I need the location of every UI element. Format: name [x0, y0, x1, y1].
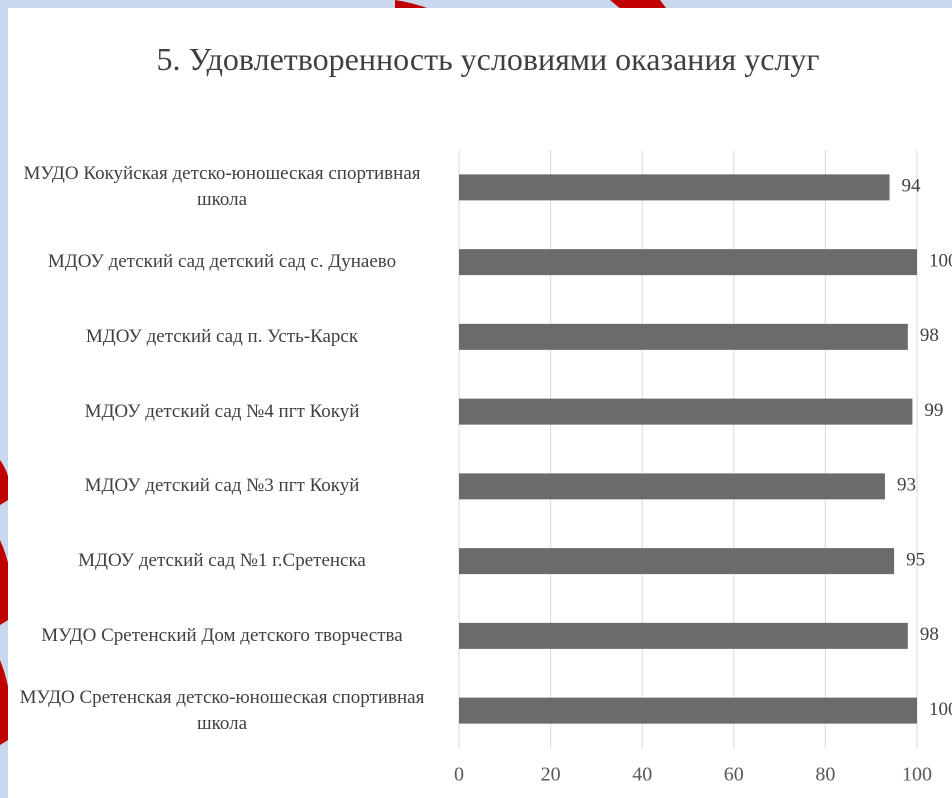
y-tick-label: МДОУ детский сад п. Усть-Карск	[85, 325, 359, 347]
y-tick-label: МУДО Сретенский Дом детского творчества	[41, 624, 403, 646]
data-label: 100	[929, 250, 952, 271]
y-tick-label: МДОУ детский сад детский сад с. Дунаево	[47, 251, 397, 273]
bar	[459, 622, 908, 649]
data-label: 94	[902, 176, 922, 197]
x-tick-label: 0	[454, 764, 464, 786]
data-label: 100	[929, 699, 952, 720]
y-tick-label: МУДО Сретенская детско-юношеская спортив…	[19, 686, 425, 734]
bar	[459, 473, 885, 500]
data-label: 98	[920, 325, 939, 346]
x-tick-label: 40	[632, 764, 652, 786]
bar	[459, 249, 917, 276]
x-tick-label: 100	[902, 764, 932, 786]
x-tick-label: 20	[541, 764, 561, 786]
bar	[459, 697, 917, 724]
data-label: 93	[897, 475, 916, 496]
chart-title: 5. Удовлетворенность условиями оказания …	[156, 41, 820, 77]
bar	[459, 174, 890, 201]
data-label: 98	[920, 624, 939, 645]
data-label: 99	[924, 400, 943, 421]
y-tick-label: МДОУ детский сад №3 пгт Кокуй	[84, 475, 360, 497]
y-tick-label: МУДО Кокуйская детско-юношеская спортивн…	[23, 163, 421, 211]
decoration	[0, 460, 12, 745]
y-tick-label: МДОУ детский сад №4 пгт Кокуй	[84, 400, 360, 422]
x-tick-label: 60	[724, 764, 744, 786]
bar	[459, 398, 913, 425]
x-tick-label: 80	[815, 764, 835, 786]
bar	[459, 323, 908, 350]
data-label: 95	[906, 549, 925, 570]
bar	[459, 548, 895, 575]
y-tick-label: МДОУ детский сад №1 г.Сретенска	[78, 550, 366, 572]
